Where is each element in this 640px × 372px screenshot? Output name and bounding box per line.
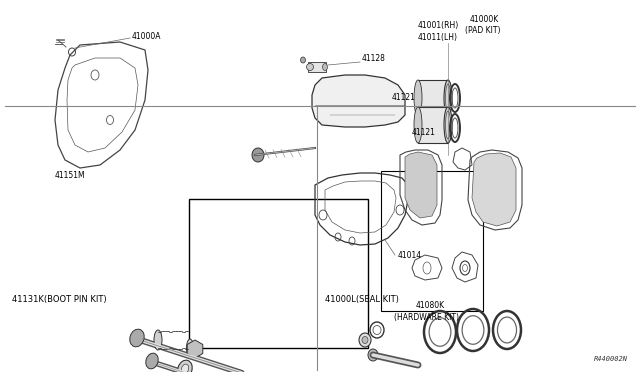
Text: 41121: 41121	[412, 128, 436, 137]
Text: 41000K: 41000K	[470, 15, 499, 24]
Ellipse shape	[444, 80, 452, 116]
Ellipse shape	[252, 148, 264, 162]
Ellipse shape	[154, 330, 162, 350]
Polygon shape	[405, 152, 437, 218]
Bar	[308, 62, 326, 72]
Text: 41080K: 41080K	[415, 301, 445, 310]
Text: 41014: 41014	[398, 251, 422, 260]
Ellipse shape	[368, 349, 378, 361]
Ellipse shape	[178, 360, 192, 372]
Text: 41121: 41121	[392, 93, 416, 102]
Bar	[418, 80, 448, 116]
Polygon shape	[188, 340, 203, 358]
Ellipse shape	[414, 80, 422, 116]
Bar	[189, 199, 368, 348]
Text: 41131K(BOOT PIN KIT): 41131K(BOOT PIN KIT)	[12, 295, 107, 304]
Ellipse shape	[362, 337, 368, 343]
Text: 41000L(SEAL KIT): 41000L(SEAL KIT)	[325, 295, 399, 304]
Text: 41000A: 41000A	[132, 32, 161, 41]
Ellipse shape	[181, 364, 189, 372]
Ellipse shape	[307, 64, 314, 71]
Polygon shape	[472, 153, 516, 226]
Text: 41011(LH): 41011(LH)	[418, 33, 458, 42]
Bar	[381, 171, 483, 311]
Text: 41151M: 41151M	[54, 171, 85, 180]
Ellipse shape	[301, 57, 305, 63]
Text: R440002N: R440002N	[594, 356, 628, 362]
Polygon shape	[312, 75, 405, 127]
Bar	[418, 107, 448, 143]
Text: 41001(RH): 41001(RH)	[418, 21, 460, 30]
Ellipse shape	[146, 353, 158, 369]
Ellipse shape	[414, 107, 422, 143]
Ellipse shape	[444, 107, 452, 143]
Ellipse shape	[186, 339, 193, 357]
Text: (HARDWARE KIT): (HARDWARE KIT)	[394, 313, 460, 322]
Text: 41128: 41128	[362, 54, 386, 63]
Ellipse shape	[323, 64, 328, 71]
Ellipse shape	[359, 333, 371, 347]
Text: (PAD KIT): (PAD KIT)	[465, 26, 500, 35]
Ellipse shape	[130, 329, 144, 347]
